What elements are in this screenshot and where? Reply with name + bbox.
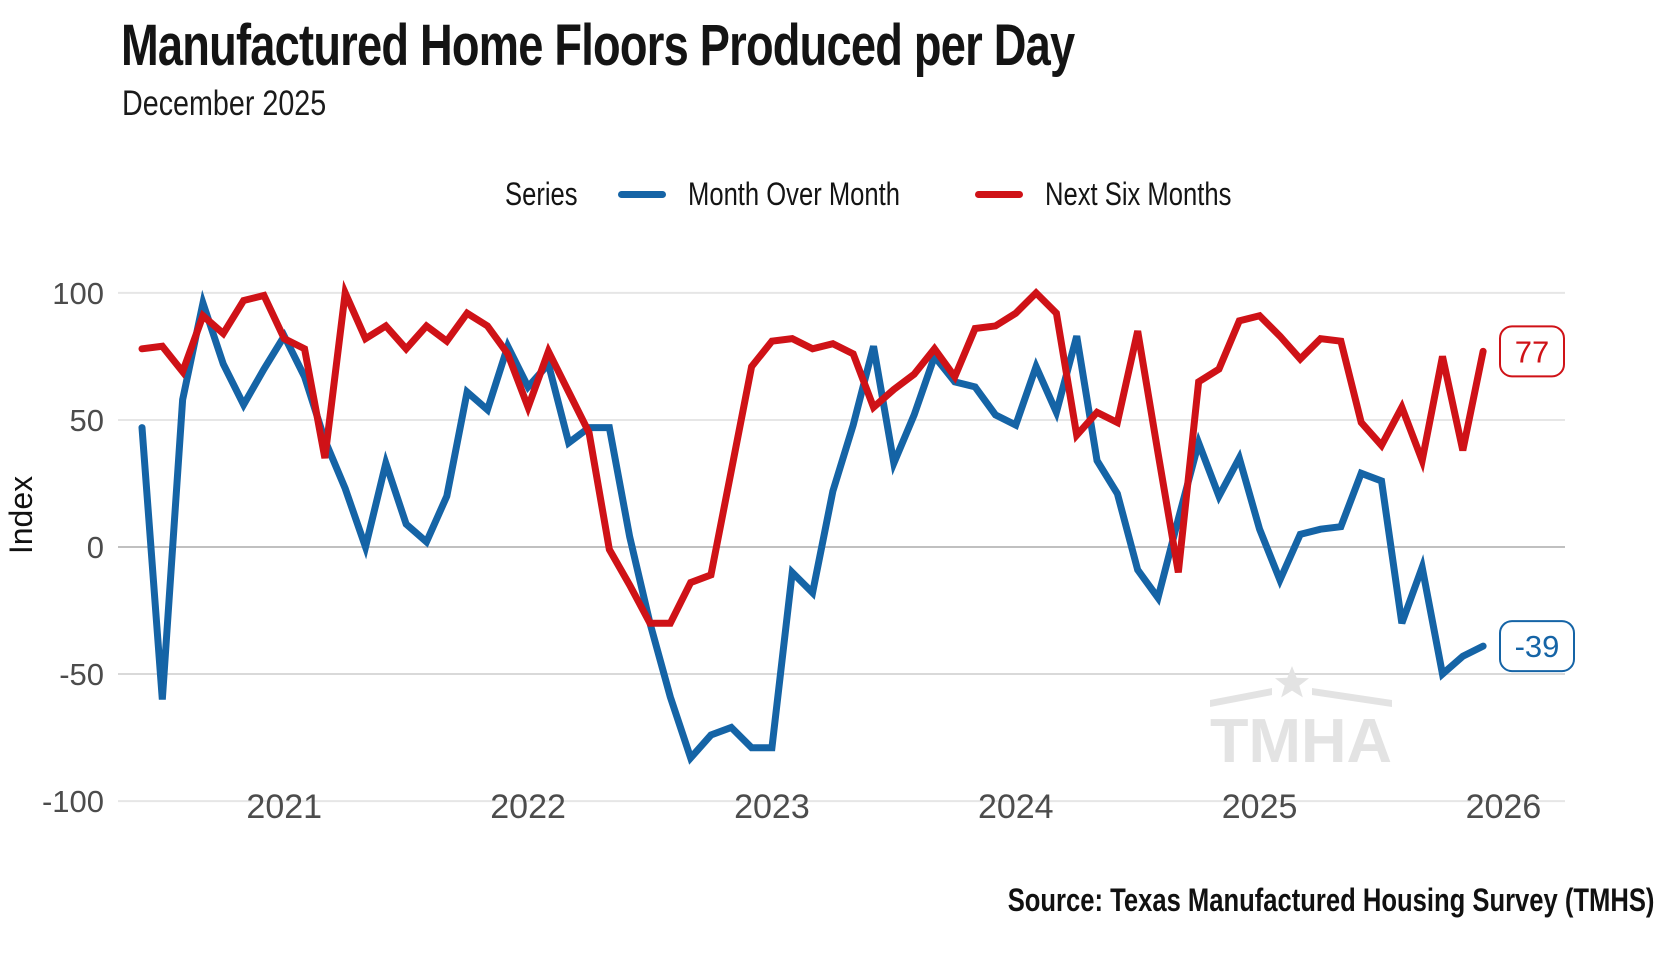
x-tick-label: 2024 bbox=[978, 788, 1054, 826]
y-tick-label: 100 bbox=[52, 276, 104, 311]
chart-subtitle: December 2025 bbox=[122, 84, 327, 123]
legend-title: Series bbox=[505, 176, 578, 212]
end-label-box bbox=[1499, 325, 1565, 378]
x-tick-label: 2022 bbox=[490, 788, 566, 826]
legend-item-month-over-month: Month Over Month bbox=[687, 176, 900, 212]
page-title: Manufactured Home Floors Produced per Da… bbox=[121, 13, 1075, 78]
watermark-text: TMHA bbox=[1210, 707, 1392, 769]
x-tick-label: 2025 bbox=[1222, 788, 1298, 826]
end-label-text: -39 bbox=[1515, 629, 1560, 664]
legend-swatch-month-over-month-icon bbox=[617, 191, 666, 198]
lone-star-icon bbox=[1275, 666, 1309, 698]
y-tick-label: 50 bbox=[70, 403, 104, 438]
left-wing-icon bbox=[1210, 688, 1272, 707]
tmha-watermark-logo: TMHA bbox=[1210, 666, 1392, 769]
x-tick-label: 2021 bbox=[246, 788, 322, 826]
end-label-text: 77 bbox=[1515, 334, 1549, 369]
y-tick-label: -50 bbox=[59, 657, 104, 692]
legend-item-next-six-months: Next Six Months bbox=[1044, 176, 1232, 212]
y-tick-label: -100 bbox=[42, 784, 104, 819]
y-axis-title: Index bbox=[3, 476, 39, 554]
series-line-month-over-month bbox=[138, 289, 1487, 765]
x-tick-label: 2026 bbox=[1466, 788, 1542, 826]
y-tick-label: 0 bbox=[87, 530, 104, 565]
right-wing-icon bbox=[1312, 688, 1392, 707]
legend-swatch-next-six-months-icon bbox=[974, 191, 1023, 198]
chart-legend: Series Month Over Month Next Six Months bbox=[505, 176, 1278, 213]
source-attribution: Source: Texas Manufactured Housing Surve… bbox=[1007, 882, 1654, 918]
end-label-box bbox=[1499, 620, 1575, 673]
series-line-next-six-months bbox=[138, 279, 1487, 627]
x-tick-label: 2023 bbox=[734, 788, 810, 826]
